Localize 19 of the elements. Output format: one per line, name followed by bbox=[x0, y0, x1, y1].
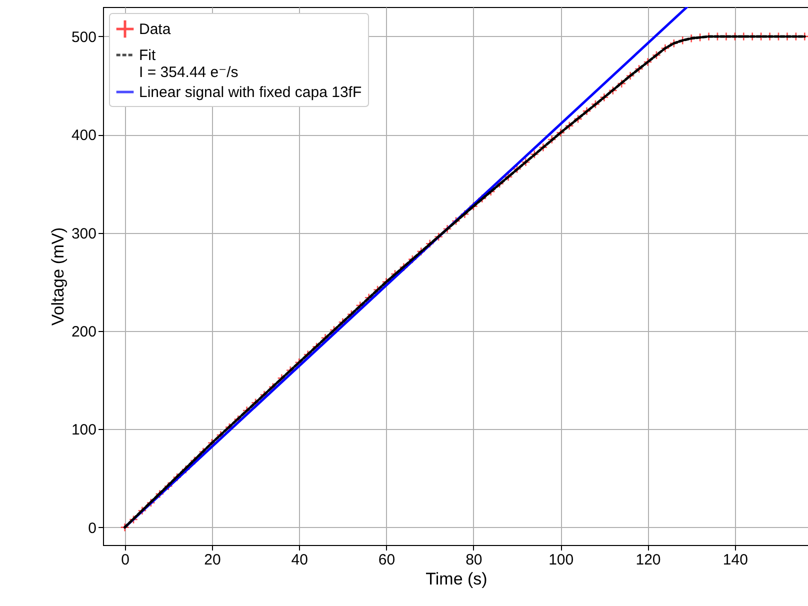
x-tick-label: 20 bbox=[204, 552, 221, 568]
y-tick-label: 200 bbox=[71, 323, 96, 340]
x-tick-label: 60 bbox=[378, 552, 396, 568]
x-tick-label: 100 bbox=[548, 552, 574, 568]
y-tick-label: 300 bbox=[71, 225, 96, 242]
y-axis-title: Voltage (mV) bbox=[48, 227, 68, 326]
legend-label: Fit I = 354.44 e⁻/s bbox=[139, 47, 238, 81]
y-tick-label: 400 bbox=[71, 127, 96, 144]
legend-label: Data bbox=[139, 21, 172, 38]
y-tick-label: 500 bbox=[71, 28, 96, 46]
y-tick-label: 0 bbox=[88, 520, 96, 537]
x-tick-label: 120 bbox=[636, 552, 661, 568]
x-tick-label: 40 bbox=[291, 552, 308, 568]
x-tick-label: 80 bbox=[466, 552, 482, 568]
x-tick-label: 0 bbox=[121, 552, 130, 568]
y-tick-label: 100 bbox=[71, 422, 96, 439]
x-axis-title: Time (s) bbox=[426, 570, 488, 588]
x-tick-label: 140 bbox=[722, 552, 748, 568]
legend-label: Linear signal with fixed capa 13fF bbox=[139, 84, 362, 101]
